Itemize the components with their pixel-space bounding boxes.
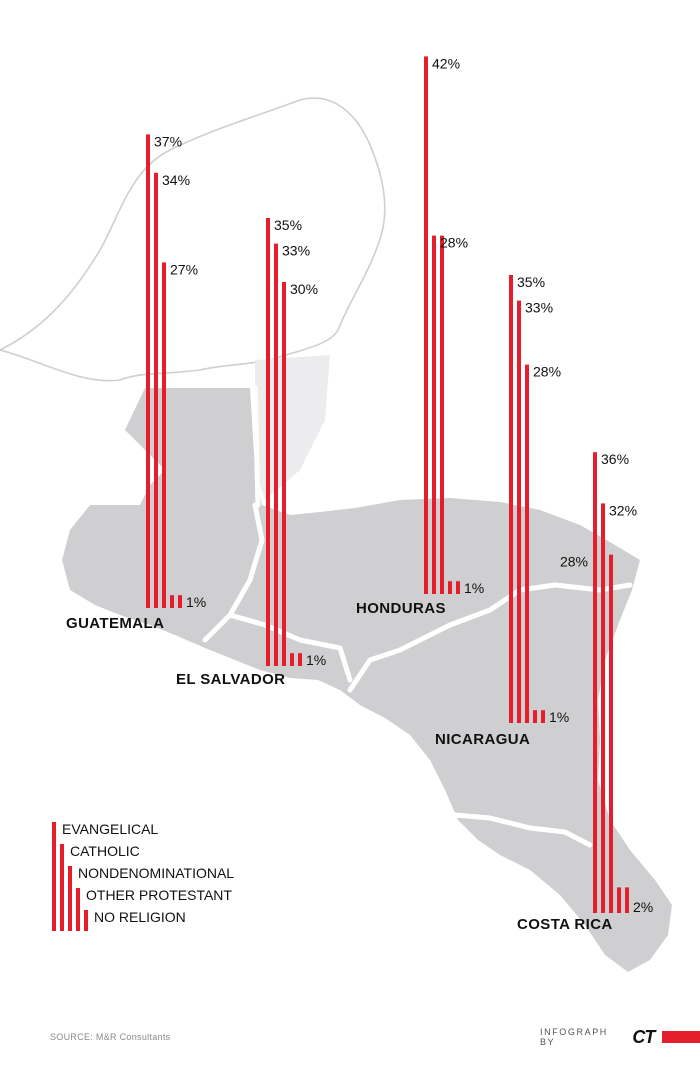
border-elsalvador-honduras bbox=[227, 612, 353, 683]
coastal-shelf bbox=[255, 355, 330, 500]
bar-el-salvador-4 bbox=[290, 653, 294, 666]
value-label-honduras-2: 28% bbox=[440, 235, 468, 251]
bar-costa-rica-2 bbox=[601, 503, 605, 913]
value-label-nicaragua-5: 1% bbox=[549, 709, 569, 725]
value-label-el-salvador-1: 35% bbox=[274, 217, 302, 233]
country-label-honduras: HONDURAS bbox=[356, 600, 446, 617]
labels-layer: 37% 34% 27% 1% 35% 33% 30% 1% 42% 28% 1% 35% 33% 28% 1… bbox=[154, 55, 653, 915]
value-label-costa-rica-1: 36% bbox=[601, 451, 629, 467]
border-nicaragua-costarica bbox=[452, 812, 593, 848]
country-label-costa-rica: COSTA RICA bbox=[517, 916, 613, 933]
country-label-el-salvador: EL SALVADOR bbox=[176, 671, 285, 688]
value-label-costa-rica-3: 28% bbox=[560, 554, 588, 570]
bar-el-salvador-3 bbox=[282, 282, 286, 666]
bar-nicaragua-5 bbox=[541, 710, 545, 723]
country-label-nicaragua: NICARAGUA bbox=[435, 731, 530, 748]
value-label-guatemala-2: 34% bbox=[162, 172, 190, 188]
bar-costa-rica-5 bbox=[625, 887, 629, 913]
bar-guatemala-1 bbox=[146, 134, 150, 608]
legend-label-nondenominational: NONDENOMINATIONAL bbox=[78, 865, 234, 881]
border-honduras-nicaragua bbox=[347, 582, 633, 693]
bar-nicaragua-2 bbox=[517, 300, 521, 723]
legend-label-evangelical: EVANGELICAL bbox=[62, 821, 158, 837]
credit-red-bar bbox=[662, 1031, 700, 1043]
value-label-guatemala-5: 1% bbox=[186, 594, 206, 610]
legend-swatch-4 bbox=[76, 888, 80, 931]
value-label-guatemala-3: 27% bbox=[170, 261, 198, 277]
bar-honduras-3 bbox=[440, 235, 444, 594]
bar-honduras-1 bbox=[424, 56, 428, 594]
bar-costa-rica-4 bbox=[617, 887, 621, 913]
legend-label-catholic: CATHOLIC bbox=[70, 843, 140, 859]
legend-swatch-1 bbox=[52, 822, 56, 931]
bar-guatemala-4 bbox=[170, 595, 174, 608]
value-label-el-salvador-2: 33% bbox=[282, 243, 310, 259]
bar-honduras-5 bbox=[456, 581, 460, 594]
bars-layer bbox=[146, 56, 629, 913]
bar-honduras-4 bbox=[448, 581, 452, 594]
bar-guatemala-5 bbox=[178, 595, 182, 608]
bar-nicaragua-3 bbox=[525, 364, 529, 723]
bar-nicaragua-4 bbox=[533, 710, 537, 723]
bar-honduras-2 bbox=[432, 235, 436, 594]
bar-guatemala-3 bbox=[162, 262, 166, 608]
border-guatemala-honduras bbox=[202, 502, 265, 643]
ct-logo: CT bbox=[632, 1026, 655, 1047]
country-label-guatemala: GUATEMALA bbox=[66, 615, 164, 632]
central-america-land bbox=[62, 388, 672, 972]
bar-nicaragua-1 bbox=[509, 275, 513, 723]
border-guatemala-belize bbox=[252, 385, 261, 508]
credit-text: INFOGRAPH BY bbox=[540, 1027, 608, 1047]
legend-swatch-3 bbox=[68, 866, 72, 931]
value-label-honduras-5: 1% bbox=[464, 580, 484, 596]
bar-el-salvador-5 bbox=[298, 653, 302, 666]
value-label-costa-rica-5: 2% bbox=[633, 899, 653, 915]
legend-label-other-protestant: OTHER PROTESTANT bbox=[86, 887, 232, 903]
bar-el-salvador-1 bbox=[266, 218, 270, 666]
legend-swatch-2 bbox=[60, 844, 64, 931]
bar-costa-rica-3 bbox=[609, 554, 613, 913]
value-label-nicaragua-2: 33% bbox=[525, 300, 553, 316]
bar-costa-rica-1 bbox=[593, 452, 597, 913]
source-note: SOURCE: M&R Consultants bbox=[50, 1032, 171, 1042]
value-label-el-salvador-5: 1% bbox=[306, 652, 326, 668]
value-label-honduras-1: 42% bbox=[432, 55, 460, 71]
country-labels: GUATEMALA EL SALVADOR HONDURAS NICARAGUA COS… bbox=[66, 600, 613, 933]
legend-label-no-religion: NO RELIGION bbox=[94, 909, 186, 925]
value-label-nicaragua-3: 28% bbox=[533, 364, 561, 380]
value-label-guatemala-1: 37% bbox=[154, 133, 182, 149]
value-label-nicaragua-1: 35% bbox=[517, 274, 545, 290]
legend-swatch-5 bbox=[84, 910, 88, 931]
value-label-el-salvador-3: 30% bbox=[290, 281, 318, 297]
bar-guatemala-2 bbox=[154, 172, 158, 609]
value-label-costa-rica-2: 32% bbox=[609, 502, 637, 518]
legend: EVANGELICAL CATHOLIC NONDENOMINATIONAL OTHE… bbox=[52, 821, 234, 931]
infograph-credit: INFOGRAPH BY CT bbox=[540, 1026, 700, 1047]
bar-el-salvador-2 bbox=[274, 243, 278, 666]
yucatan-coastline bbox=[0, 97, 386, 382]
